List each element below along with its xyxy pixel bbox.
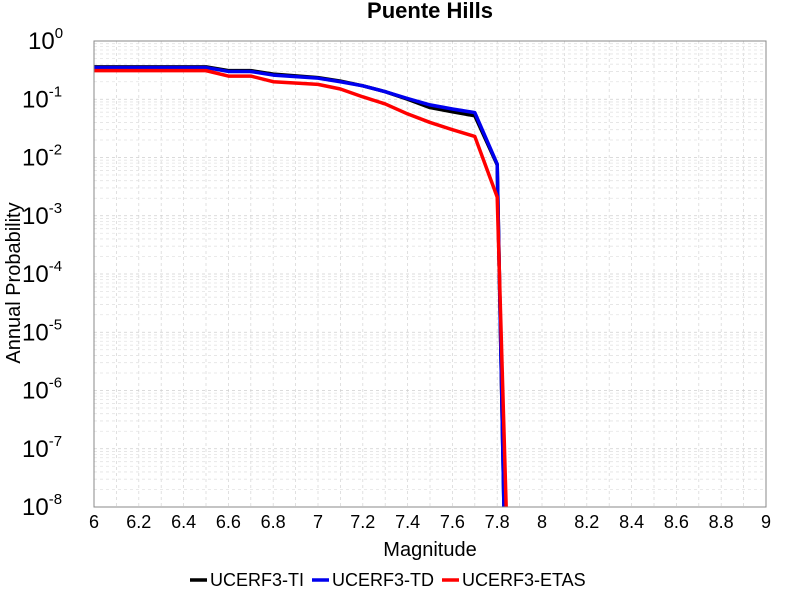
- x-tick-label: 6.4: [171, 512, 196, 532]
- y-tick-label: 10-5: [22, 316, 62, 346]
- y-tick-label: 10-2: [22, 142, 62, 172]
- series-layer: [94, 65, 508, 508]
- x-tick-label: 7.4: [395, 512, 420, 532]
- x-tick-label: 6.2: [126, 512, 151, 532]
- x-tick-label: 7.8: [485, 512, 510, 532]
- x-tick-label: 8.2: [574, 512, 599, 532]
- x-tick-label: 6.6: [216, 512, 241, 532]
- x-tick-label: 7: [313, 512, 323, 532]
- x-tick-label: 7.6: [440, 512, 465, 532]
- legend-label: UCERF3-TI: [210, 570, 304, 590]
- x-axis-label: Magnitude: [383, 539, 476, 561]
- y-tick-label: 10-6: [22, 375, 62, 405]
- y-tick-label: 10-8: [22, 491, 62, 521]
- x-tick-label: 9: [761, 512, 771, 532]
- grid: [93, 41, 767, 508]
- series-line-ucerf3-td: [94, 65, 506, 508]
- y-tick-labels: 100 10-1 10-2 10-3 10-4 10-5 10-6 10-7 10-8: [22, 25, 63, 521]
- x-tick-labels: 6 6.2 6.4 6.6 6.8 7 7.2 7.4 7.6 7.8 8 8.2 8.4 8.6 8.8 9: [89, 512, 771, 532]
- y-tick-label: 10-4: [22, 258, 62, 288]
- x-tick-label: 8.4: [619, 512, 644, 532]
- legend: UCERF3-TI UCERF3-TD UCERF3-ETAS: [190, 570, 586, 590]
- legend-label: UCERF3-TD: [332, 570, 434, 590]
- plot-frame: [93, 40, 767, 508]
- y-tick-label: 10-3: [22, 200, 62, 230]
- y-tick-label: 100: [28, 25, 63, 55]
- legend-label: UCERF3-ETAS: [462, 570, 586, 590]
- y-tick-label: 10-1: [22, 83, 62, 113]
- x-tick-label: 8.6: [664, 512, 689, 532]
- chart-title: Puente Hills: [367, 0, 493, 23]
- x-tick-label: 6.8: [261, 512, 286, 532]
- y-tick-label: 10-7: [22, 433, 62, 463]
- x-tick-label: 8: [537, 512, 547, 532]
- x-tick-label: 6: [89, 512, 99, 532]
- series-line-ucerf3-etas: [94, 68, 508, 508]
- x-tick-label: 7.2: [350, 512, 375, 532]
- x-tick-label: 8.8: [709, 512, 734, 532]
- y-axis-label: Annual Probability: [3, 202, 25, 363]
